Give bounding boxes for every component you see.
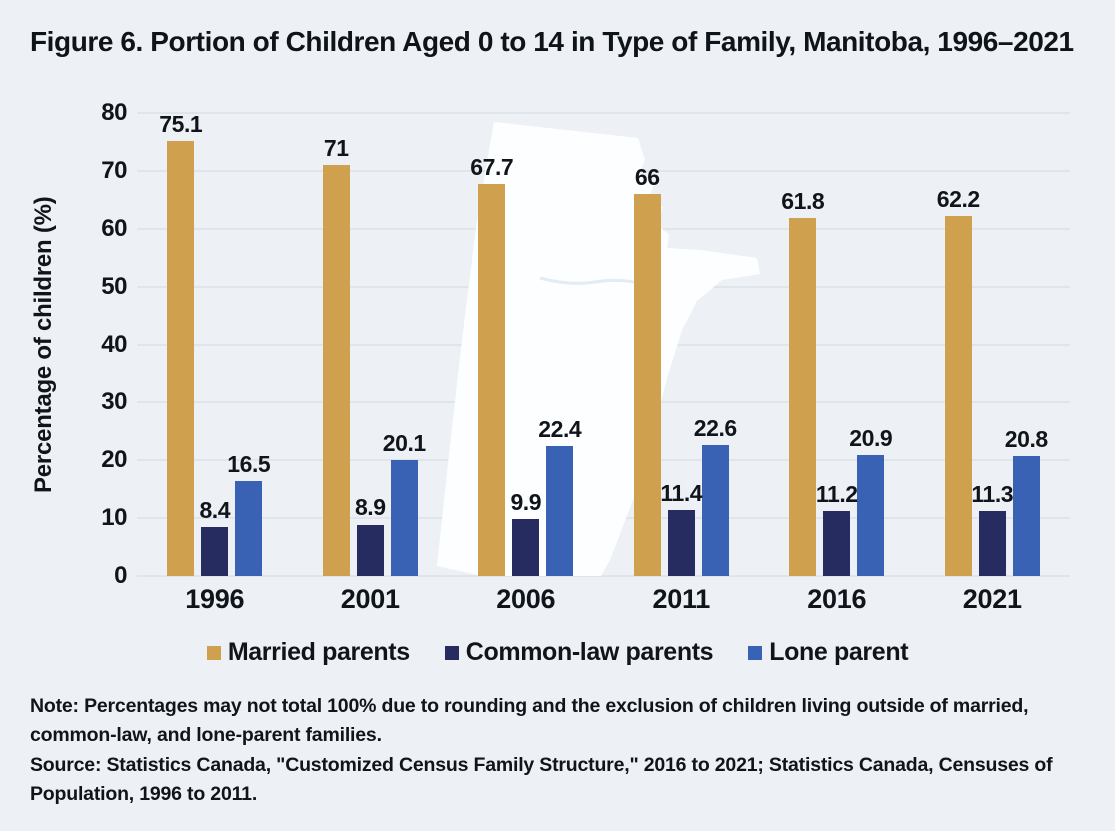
bar-lone-parent-2021 xyxy=(1012,455,1040,576)
source-text: Source: Statistics Canada, "Customized C… xyxy=(30,753,1053,805)
value-label-2021-1: 11.3 xyxy=(971,480,1014,507)
legend-swatch-icon xyxy=(444,645,459,660)
bar-common-law-parents-2016 xyxy=(823,511,851,576)
bar-common-law-parents-1996 xyxy=(201,527,229,576)
y-tick-40: 40 xyxy=(101,330,127,358)
bar-married-parents-2006 xyxy=(478,184,506,576)
note-text: Note: Percentages may not total 100% due… xyxy=(30,695,1029,747)
legend-swatch-icon xyxy=(748,645,763,660)
notes: Note: Percentages may not total 100% due… xyxy=(30,692,1078,809)
legend-label: Common-law parents xyxy=(465,638,714,666)
legend-item-common-law-parents: Common-law parents xyxy=(444,638,714,667)
legend-swatch-icon xyxy=(206,645,221,660)
figure-title: Figure 6. Portion of Children Aged 0 to … xyxy=(30,26,1074,57)
value-label-2011-2: 22.6 xyxy=(693,415,737,442)
bar-lone-parent-2011 xyxy=(701,445,729,576)
value-label-2001-2: 20.1 xyxy=(382,429,426,456)
x-axis-label-2016: 2016 xyxy=(807,584,867,614)
bar-common-law-parents-2001 xyxy=(356,524,384,576)
bar-common-law-parents-2021 xyxy=(978,510,1006,576)
legend-item-married-parents: Married parents xyxy=(206,638,410,667)
bar-lone-parent-1996 xyxy=(235,480,263,576)
legend-label: Married parents xyxy=(227,638,410,666)
value-label-2006-2: 22.4 xyxy=(538,416,582,443)
value-label-2001-1: 8.9 xyxy=(354,494,386,521)
bar-common-law-parents-2006 xyxy=(512,518,540,576)
y-tick-60: 60 xyxy=(101,214,127,242)
y-tick-70: 70 xyxy=(101,156,127,184)
bar-married-parents-1996 xyxy=(167,141,195,576)
plot-area: 75.1 8.4 16.5 71 8.9 20.1 67.7 9.9 22.4 66 11.4 22.… xyxy=(137,111,1070,577)
x-axis-label-2021: 2021 xyxy=(962,584,1022,614)
value-label-2011-0: 66 xyxy=(634,164,660,191)
value-label-1996-1: 8.4 xyxy=(199,497,231,524)
bar-lone-parent-2016 xyxy=(857,455,885,576)
bar-married-parents-2016 xyxy=(789,218,817,576)
legend-label: Lone parent xyxy=(769,638,909,666)
value-label-2016-2: 20.9 xyxy=(849,425,893,452)
value-label-2001-0: 71 xyxy=(323,135,349,162)
value-label-2006-0: 67.7 xyxy=(470,154,514,181)
value-label-2006-1: 9.9 xyxy=(510,488,542,515)
manitoba-watermark-icon xyxy=(437,122,760,576)
legend-item-lone-parent: Lone parent xyxy=(748,638,909,667)
value-label-2016-1: 11.2 xyxy=(815,481,858,508)
value-label-1996-0: 75.1 xyxy=(159,111,203,138)
x-axis-label-2011: 2011 xyxy=(652,584,711,614)
y-tick-30: 30 xyxy=(101,388,127,416)
gridline-80 xyxy=(137,112,1070,114)
y-tick-10: 10 xyxy=(101,504,127,532)
x-axis-label-2006: 2006 xyxy=(496,584,556,614)
bar-married-parents-2021 xyxy=(944,216,972,576)
y-tick-80: 80 xyxy=(101,99,127,126)
x-axis-label-1996: 1996 xyxy=(185,584,245,614)
bar-common-law-parents-2011 xyxy=(667,510,695,576)
gridline-0 xyxy=(137,575,1070,577)
value-label-2021-2: 20.8 xyxy=(1004,425,1048,452)
x-axis-label-2001: 2001 xyxy=(340,584,400,614)
y-tick-0: 0 xyxy=(114,562,127,589)
legend: Married parents Common-law parents Lone pa… xyxy=(0,638,1115,667)
value-label-2016-0: 61.8 xyxy=(781,188,825,215)
bar-married-parents-2001 xyxy=(322,165,350,576)
y-tick-50: 50 xyxy=(101,272,127,300)
y-tick-20: 20 xyxy=(101,446,127,474)
value-label-1996-2: 16.5 xyxy=(227,450,271,477)
value-label-2021-0: 62.2 xyxy=(936,186,980,213)
bar-married-parents-2011 xyxy=(633,194,661,576)
bar-lone-parent-2001 xyxy=(390,459,418,576)
bar-lone-parent-2006 xyxy=(546,446,574,576)
value-label-2011-1: 11.4 xyxy=(660,480,703,507)
